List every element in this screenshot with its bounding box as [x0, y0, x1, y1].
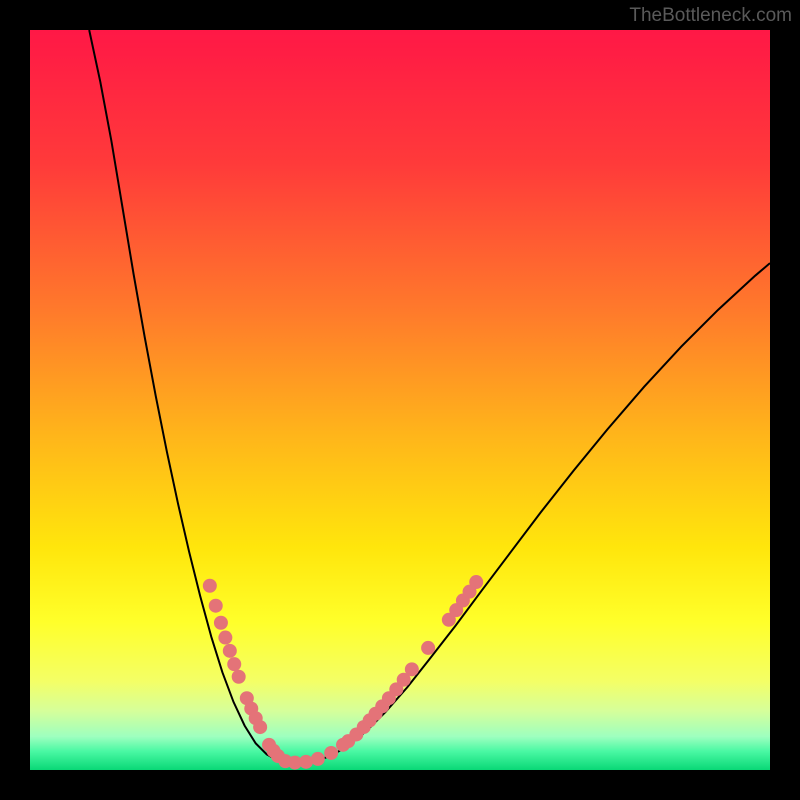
curve-marker: [405, 662, 419, 676]
curve-marker: [209, 599, 223, 613]
curve-marker: [218, 631, 232, 645]
bottleneck-curve-chart: [30, 30, 770, 770]
chart-svg: [30, 30, 770, 770]
curve-marker: [421, 641, 435, 655]
curve-marker: [299, 755, 313, 769]
curve-marker: [253, 720, 267, 734]
curve-marker: [227, 657, 241, 671]
curve-marker: [324, 746, 338, 760]
curve-marker: [469, 575, 483, 589]
curve-marker: [232, 670, 246, 684]
watermark-text: TheBottleneck.com: [629, 5, 792, 27]
curve-marker: [311, 752, 325, 766]
curve-marker: [203, 579, 217, 593]
curve-marker: [214, 616, 228, 630]
gradient-background: [30, 30, 770, 770]
curve-marker: [223, 644, 237, 658]
